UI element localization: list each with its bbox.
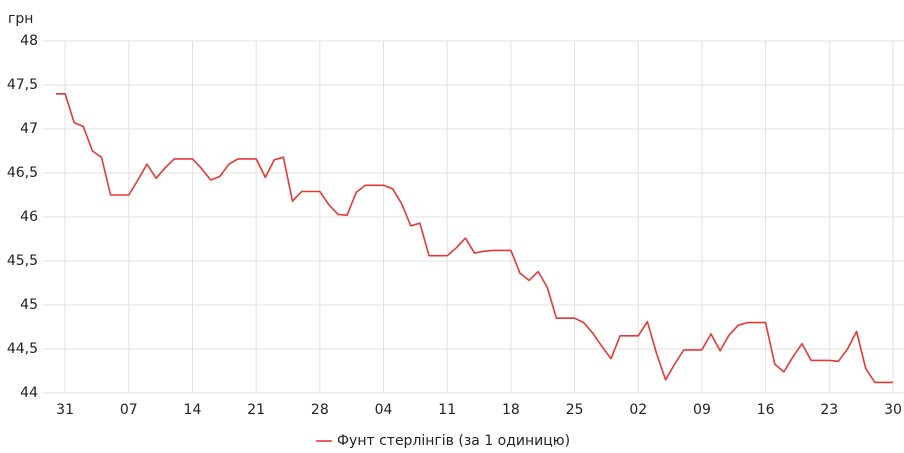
x-tick-label: 18	[502, 402, 520, 418]
y-tick-label: 46	[20, 209, 38, 225]
y-tick-label: 46,5	[7, 165, 38, 181]
y-tick-label: 44	[20, 385, 38, 401]
x-tick-label: 31	[56, 402, 74, 418]
x-tick-label: 14	[184, 402, 202, 418]
x-tick-label: 25	[566, 402, 584, 418]
x-tick-label: 21	[247, 402, 265, 418]
y-tick-label: 47	[20, 121, 38, 137]
x-tick-label: 16	[757, 402, 775, 418]
y-tick-label: 48	[20, 33, 38, 49]
x-tick-label: 04	[375, 402, 393, 418]
x-tick-label: 09	[693, 402, 711, 418]
line	[56, 93, 893, 384]
y-tick-label: 44,5	[7, 341, 38, 357]
y-tick-label: 47,5	[7, 77, 38, 93]
y-axis-label: грн	[8, 11, 33, 27]
legend-label: Фунт стерлінгів (за 1 одиницю)	[337, 433, 570, 449]
x-tick-label: 11	[438, 402, 456, 418]
x-tick-label: 02	[629, 402, 647, 418]
x-tick-label: 23	[820, 402, 838, 418]
y-tick-label: 45	[20, 297, 38, 313]
x-tick-label: 30	[884, 402, 902, 418]
x-tick-label: 07	[120, 402, 138, 418]
x-tick-label: 28	[311, 402, 329, 418]
y-tick-label: 45,5	[7, 253, 38, 269]
